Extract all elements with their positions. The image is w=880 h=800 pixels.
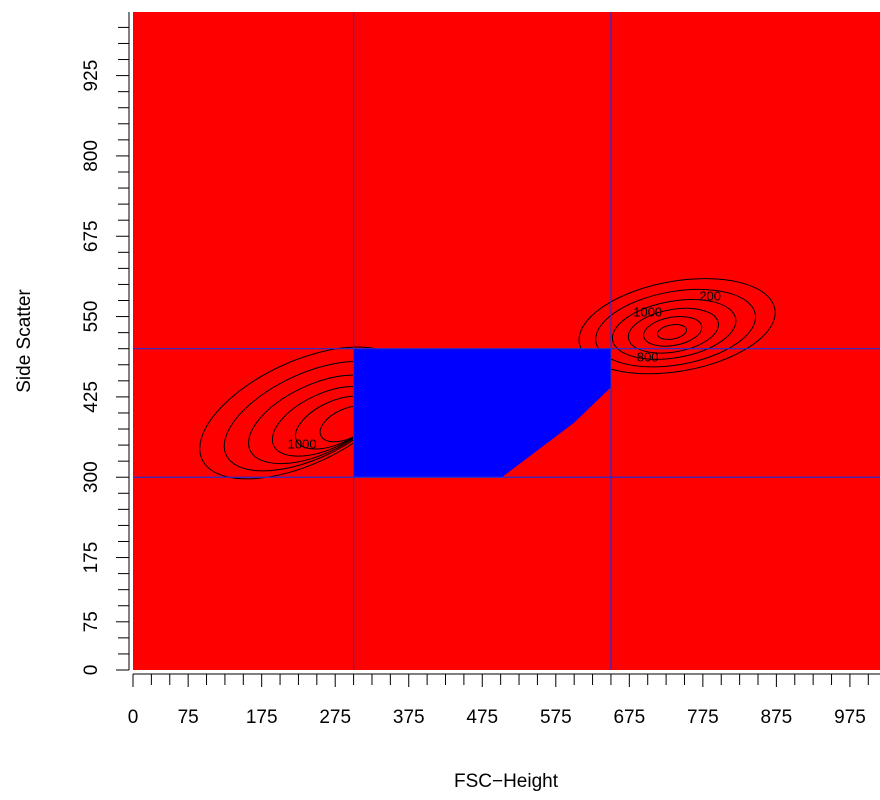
- x-tick-label: 475: [466, 707, 498, 728]
- contour-label-1: 200: [699, 289, 721, 304]
- gate-empty-wedge: [359, 387, 611, 479]
- gated-population: [353, 348, 611, 479]
- y-axis: 0 75 175 300 425 550 675 800 925: [81, 12, 130, 676]
- y-tick-label: 425: [81, 381, 102, 413]
- x-tick-label: 0: [128, 707, 139, 728]
- x-tick-label: 975: [834, 707, 866, 728]
- x-tick-label: 575: [540, 707, 572, 728]
- contour-ring-7: [595, 288, 757, 368]
- y-tick-label: 800: [81, 140, 102, 172]
- contour-ring-8: [611, 299, 737, 360]
- x-tick-label: 775: [687, 707, 719, 728]
- x-tick-label: 175: [246, 707, 278, 728]
- contour-ring-11: [656, 324, 688, 340]
- gate-lines: [133, 12, 880, 670]
- x-tick-label: 75: [178, 707, 199, 728]
- contour-ring-9: [627, 307, 719, 354]
- x-axis-title: FSC−Height: [454, 771, 559, 792]
- y-tick-label: 175: [81, 542, 102, 574]
- x-axis: 0 75 175 275 375 475 575 675 775 875 975: [128, 673, 880, 728]
- contour-label-3: 800: [637, 350, 659, 365]
- y-tick-label: 925: [81, 60, 102, 92]
- x-tick-label: 675: [613, 707, 645, 728]
- contour-ring-6: [578, 278, 776, 375]
- contour-label-0: 1000: [288, 436, 317, 451]
- y-tick-label: 0: [81, 665, 102, 676]
- y-tick-label: 675: [81, 220, 102, 252]
- plot-background: [133, 12, 880, 670]
- x-tick-label: 375: [393, 707, 425, 728]
- contour-ring-10: [643, 316, 703, 347]
- y-tick-label: 75: [81, 611, 102, 632]
- y-tick-label: 550: [81, 301, 102, 333]
- contour-label-2: 1000: [633, 305, 662, 320]
- y-axis-title: Side Scatter: [14, 289, 35, 393]
- x-tick-label: 875: [761, 707, 793, 728]
- y-tick-label: 300: [81, 461, 102, 493]
- contour-labels: 1000 200 1000 800: [288, 289, 721, 452]
- x-tick-label: 275: [319, 707, 351, 728]
